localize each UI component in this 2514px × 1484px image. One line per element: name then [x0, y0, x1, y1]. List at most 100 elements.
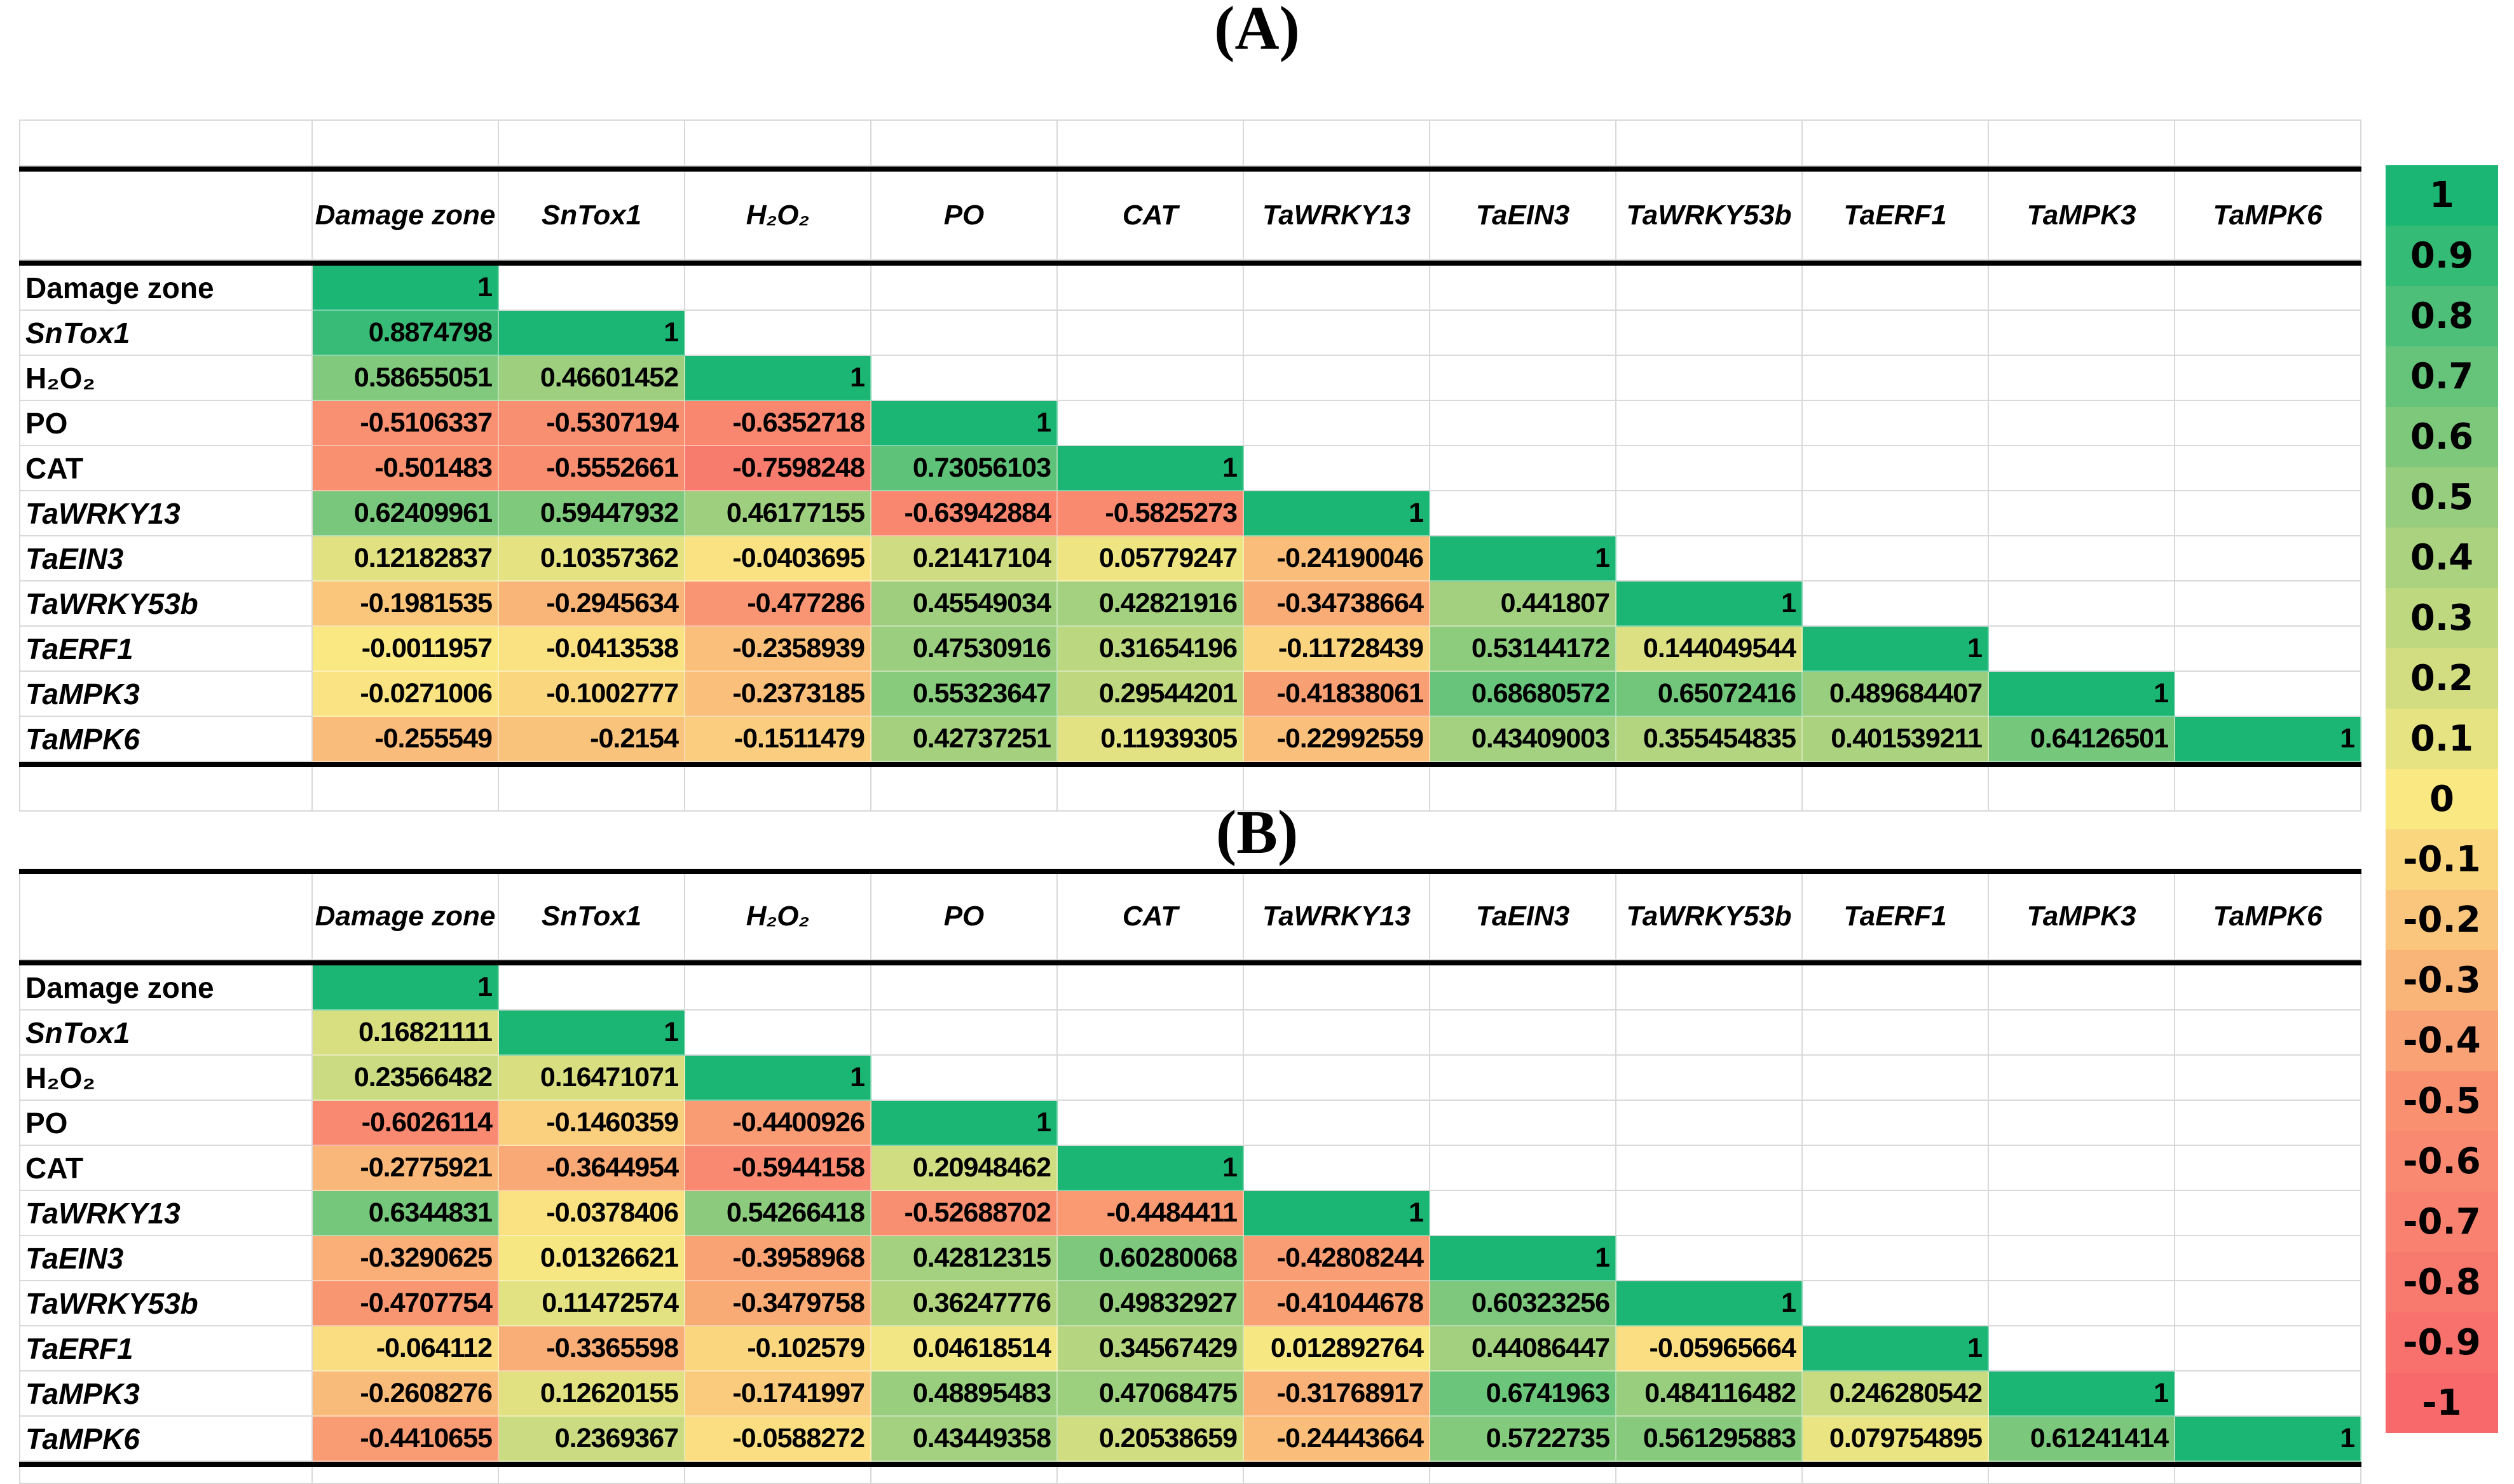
empty-cell	[1616, 965, 1803, 1011]
empty-cell	[1989, 536, 2175, 582]
empty-cell	[1244, 965, 1430, 1011]
empty-cell	[1803, 266, 1989, 311]
empty-cell	[1430, 446, 1616, 491]
table-row: TaMPK6 -0.4410655 0.2369367 -0.0588272 0.434…	[19, 1417, 2361, 1462]
empty-cell	[1989, 627, 2175, 672]
corr-cell: 0.12182837	[313, 536, 499, 582]
table-row: TaERF1 -0.0011957 -0.0413538 -0.2358939 0.47…	[19, 627, 2361, 672]
row-label: TaWRKY13	[19, 491, 313, 536]
corr-cell: 1	[2175, 1417, 2361, 1462]
corr-cell: 0.65072416	[1616, 672, 1803, 717]
corr-cell: 1	[1616, 582, 1803, 627]
empty-cell	[1989, 1011, 2175, 1056]
empty-cell	[1058, 1011, 1244, 1056]
empty-cell	[1803, 446, 1989, 491]
empty-cell	[1803, 119, 1989, 167]
empty-cell	[499, 965, 685, 1011]
corr-cell: 0.54266418	[685, 1191, 871, 1236]
empty-cell	[1430, 1101, 1616, 1146]
corr-cell: 0.34567429	[1058, 1326, 1244, 1372]
corr-cell: 0.29544201	[1058, 672, 1244, 717]
empty-cell	[2175, 1281, 2361, 1326]
corr-cell: 0.441807	[1430, 582, 1616, 627]
col-header: TaMPK6	[2175, 172, 2361, 261]
empty-cell	[499, 119, 685, 167]
empty-cell	[1244, 119, 1430, 167]
corr-cell: 0.6344831	[313, 1191, 499, 1236]
empty-cell	[1430, 356, 1616, 401]
empty-cell	[1803, 311, 1989, 356]
col-header: H₂O₂	[685, 874, 871, 960]
empty-cell	[1989, 582, 2175, 627]
row-label: CAT	[19, 1146, 313, 1191]
corr-cell: -0.2154	[499, 717, 685, 762]
corr-cell: 1	[1989, 1372, 2175, 1417]
corr-cell: -0.5106337	[313, 401, 499, 446]
empty-cell	[1989, 266, 2175, 311]
corr-cell: -0.1511479	[685, 717, 871, 762]
empty-cell	[1244, 1101, 1430, 1146]
empty-cell	[1244, 1146, 1430, 1191]
corr-cell: 1	[2175, 717, 2361, 762]
corr-cell: 0.64126501	[1989, 717, 2175, 762]
col-header: CAT	[1058, 874, 1244, 960]
corr-cell: 0.12620155	[499, 1372, 685, 1417]
row-label: TaWRKY53b	[19, 582, 313, 627]
empty-cell	[1058, 119, 1244, 167]
corr-cell: 0.484116482	[1616, 1372, 1803, 1417]
corr-cell: -0.2775921	[313, 1146, 499, 1191]
header-corner	[19, 172, 313, 261]
corr-cell: 0.05779247	[1058, 536, 1244, 582]
corr-cell: -0.24443664	[1244, 1417, 1430, 1462]
corr-cell: 0.47068475	[1058, 1372, 1244, 1417]
empty-cell	[2175, 1011, 2361, 1056]
row-label: TaMPK6	[19, 1417, 313, 1462]
table-row: H₂O₂ 0.58655051 0.46601452 1	[19, 356, 2361, 401]
corr-cell: -0.3290625	[313, 1236, 499, 1281]
legend-step: -0.2	[2386, 890, 2498, 950]
empty-cell	[1989, 311, 2175, 356]
empty-cell	[1430, 311, 1616, 356]
empty-cell	[871, 767, 1058, 812]
empty-cell	[2175, 1467, 2361, 1484]
corr-cell: 0.49832927	[1058, 1281, 1244, 1326]
corr-cell: 0.04618514	[871, 1326, 1058, 1372]
corr-cell: 1	[871, 1101, 1058, 1146]
empty-cell	[1430, 491, 1616, 536]
row-label: TaEIN3	[19, 1236, 313, 1281]
legend-step: 0.6	[2386, 407, 2498, 467]
corr-cell: -0.0588272	[685, 1417, 871, 1462]
empty-cell	[1058, 401, 1244, 446]
empty-cell	[2175, 672, 2361, 717]
empty-cell	[1616, 356, 1803, 401]
empty-cell	[1803, 1056, 1989, 1101]
empty-cell	[685, 965, 871, 1011]
corr-cell: -0.5307194	[499, 401, 685, 446]
corr-cell: -0.41044678	[1244, 1281, 1430, 1326]
empty-cell	[1430, 767, 1616, 812]
table-row: TaWRKY53b -0.1981535 -0.2945634 -0.477286 0.…	[19, 582, 2361, 627]
corr-cell: 0.246280542	[1803, 1372, 1989, 1417]
corr-cell: -0.6352718	[685, 401, 871, 446]
corr-cell: -0.34738664	[1244, 582, 1430, 627]
empty-cell	[2175, 627, 2361, 672]
empty-cell	[1616, 119, 1803, 167]
empty-cell	[2175, 1056, 2361, 1101]
empty-cell	[313, 119, 499, 167]
corr-cell: 0.16821111	[313, 1011, 499, 1056]
corr-cell: 0.6741963	[1430, 1372, 1616, 1417]
empty-cell	[1989, 1236, 2175, 1281]
corr-cell: 1	[1430, 1236, 1616, 1281]
corr-cell: 0.60323256	[1430, 1281, 1616, 1326]
empty-cell	[1058, 356, 1244, 401]
empty-cell	[313, 1467, 499, 1484]
empty-cell	[1803, 582, 1989, 627]
corr-cell: 0.012892764	[1244, 1326, 1430, 1372]
col-header: Damage zone	[313, 874, 499, 960]
col-header: TaEIN3	[1430, 874, 1616, 960]
empty-cell	[685, 1467, 871, 1484]
table-row: PO -0.6026114 -0.1460359 -0.4400926 1	[19, 1101, 2361, 1146]
corr-cell: -0.2358939	[685, 627, 871, 672]
empty-cell	[1058, 1467, 1244, 1484]
corr-cell: 0.2369367	[499, 1417, 685, 1462]
